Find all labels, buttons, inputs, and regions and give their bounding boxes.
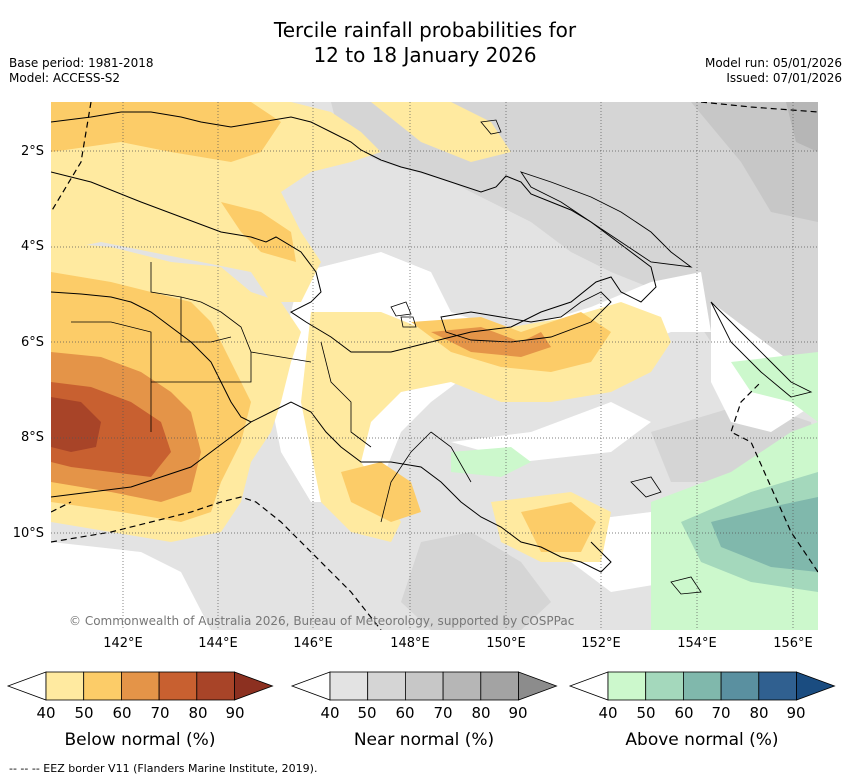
cb-below-tick-60: 60 <box>112 704 132 722</box>
below-normal-50-north <box>51 102 281 162</box>
title-line-2: 12 to 18 January 2026 <box>313 43 537 67</box>
cb-near-tick-40: 40 <box>320 704 340 722</box>
near-normal-60 <box>691 102 818 222</box>
lon-label-152e: 152°E <box>581 636 621 651</box>
cb-above-tick-50: 50 <box>636 704 656 722</box>
cb-near-tick-90: 90 <box>508 704 528 722</box>
cb-below-tick-80: 80 <box>188 704 208 722</box>
meta-right: Model run: 05/01/2026 Issued: 07/01/2026 <box>705 56 842 86</box>
cb-near-label: Near normal (%) <box>353 730 495 750</box>
colorbar-swatch <box>796 671 836 701</box>
meta-left: Base period: 1981-2018 Model: ACCESS-S2 <box>9 56 154 86</box>
lat-label-6s: 6°S <box>20 335 44 350</box>
cb-above-tick-40: 40 <box>598 704 618 722</box>
lon-label-156e: 156°E <box>773 636 813 651</box>
lon-label-142e: 142°E <box>103 636 143 651</box>
colorbar-extend-low <box>6 671 47 701</box>
model-run: Model run: 05/01/2026 <box>704 56 842 70</box>
cb-below-tick-70: 70 <box>150 704 170 722</box>
colorbar-swatch <box>329 671 369 701</box>
below-normal-50-south <box>341 462 421 522</box>
cb-above-tick-90: 90 <box>786 704 806 722</box>
cb-below-tick-40: 40 <box>36 704 56 722</box>
lon-label-150e: 150°E <box>486 636 526 651</box>
eez-footer-note: -- -- -- EEZ border V11 (Flanders Marine… <box>9 762 318 775</box>
colorbar-swatch <box>645 671 684 701</box>
below-normal-50-island <box>221 202 296 262</box>
cb-near-tick-80: 80 <box>471 704 491 722</box>
colorbar-near-normal <box>290 671 558 701</box>
graticule <box>51 102 818 630</box>
cb-above-label: Above normal (%) <box>625 730 779 750</box>
coastline-southwest <box>51 421 252 498</box>
base-period: Base period: 1981-2018 <box>9 56 154 70</box>
above-normal-40-west <box>451 447 531 477</box>
colorbar-extend-low <box>290 671 331 701</box>
lon-label-154e: 154°E <box>677 636 717 651</box>
cb-below-tick-50: 50 <box>74 704 94 722</box>
colorbar-swatch <box>121 671 160 701</box>
colorbar-swatch <box>158 671 198 701</box>
near-normal-50-south <box>401 532 551 630</box>
colorbar-swatch <box>45 671 85 701</box>
title-line-1: Tercile rainfall probabilities for <box>273 18 577 42</box>
near-normal-70 <box>786 102 818 152</box>
below-normal-50-southeast <box>521 502 596 552</box>
lat-label-10s: 10°S <box>12 526 44 541</box>
probability-map: © Commonwealth of Australia 2026, Bureau… <box>51 102 818 630</box>
lat-label-4s: 4°S <box>20 239 44 254</box>
coastline-north <box>51 111 657 353</box>
cb-above-tick-60: 60 <box>674 704 694 722</box>
lat-label-8s: 8°S <box>20 430 44 445</box>
cb-below-label: Below normal (%) <box>64 730 216 750</box>
colorbar-swatch <box>758 671 797 701</box>
below-normal-40-north <box>51 102 381 302</box>
cb-near-tick-70: 70 <box>433 704 453 722</box>
cb-below-tick-90: 90 <box>225 704 245 722</box>
colorbar-swatch <box>607 671 647 701</box>
map-title: Tercile rainfall probabilities for 12 to… <box>0 18 850 68</box>
cb-above-tick-70: 70 <box>711 704 731 722</box>
eez-border <box>51 102 818 630</box>
no-signal-southwest <box>51 542 211 630</box>
above-normal-40-northeast <box>731 352 818 422</box>
colorbar-extend-low <box>568 671 609 701</box>
colorbar-swatch <box>683 671 722 701</box>
colorbar-swatch <box>442 671 482 701</box>
colorbar-swatch <box>518 671 558 701</box>
small-islands <box>390 119 702 595</box>
below-normal-40-coast <box>371 102 511 162</box>
new-ireland-outline <box>519 171 693 268</box>
colorbar-swatch <box>720 671 760 701</box>
lat-label-2s: 2°S <box>20 144 44 159</box>
colorbar-swatch <box>196 671 235 701</box>
new-britain-outline <box>440 291 612 343</box>
cb-near-tick-50: 50 <box>357 704 377 722</box>
colorbar-above-normal <box>568 671 836 701</box>
issued-date: Issued: 07/01/2026 <box>726 71 842 85</box>
colorbar-swatch <box>367 671 406 701</box>
colorbar-swatch <box>480 671 519 701</box>
cb-near-tick-60: 60 <box>395 704 415 722</box>
colorbar-swatch <box>83 671 122 701</box>
model-name: Model: ACCESS-S2 <box>9 71 121 85</box>
above-normal-60 <box>711 497 818 572</box>
colorbar-swatch <box>234 671 274 701</box>
colorbars <box>6 671 836 701</box>
copyright-notice: © Commonwealth of Australia 2026, Bureau… <box>69 614 574 628</box>
lon-label-148e: 148°E <box>390 636 430 651</box>
lon-label-146e: 146°E <box>293 636 333 651</box>
lon-label-144e: 144°E <box>198 636 238 651</box>
colorbar-below-normal <box>6 671 274 701</box>
colorbar-swatch <box>404 671 444 701</box>
cb-above-tick-80: 80 <box>749 704 769 722</box>
coastline-south <box>51 291 612 573</box>
